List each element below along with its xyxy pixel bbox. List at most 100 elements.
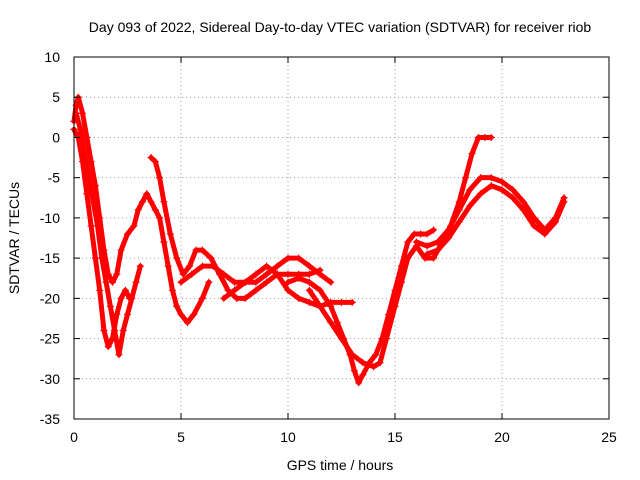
data-point: [209, 262, 217, 270]
data-point: [186, 262, 194, 270]
data-point: [284, 254, 292, 262]
data-point: [397, 278, 405, 286]
data-point: [487, 182, 495, 190]
data-point: [231, 286, 238, 294]
data-point: [263, 278, 271, 286]
data-point: [173, 302, 181, 310]
data-point: [83, 133, 91, 141]
data-point: [220, 294, 228, 302]
data-point: [541, 230, 549, 238]
data-point: [382, 335, 390, 343]
data-point: [164, 262, 172, 270]
data-point: [498, 178, 506, 186]
data-point: [284, 278, 292, 286]
data-point: [136, 262, 144, 270]
data-point: [350, 367, 358, 375]
data-point: [113, 310, 121, 318]
series-trace: [306, 134, 494, 370]
data-point: [487, 133, 495, 141]
data-point: [455, 218, 463, 226]
data-point: [474, 133, 482, 141]
data-point: [109, 278, 117, 286]
series-1: [70, 93, 213, 326]
series-10: [423, 182, 568, 258]
data-point: [530, 222, 538, 230]
data-point: [530, 214, 538, 222]
data-point: [124, 230, 131, 238]
data-point: [552, 218, 559, 226]
plot-frame: [73, 56, 610, 420]
x-tick-label: 10: [280, 429, 296, 445]
y-tick-label: 10: [44, 49, 60, 65]
data-point: [179, 270, 187, 278]
data-point: [143, 190, 151, 198]
data-point: [220, 270, 228, 278]
data-point: [87, 158, 95, 166]
data-point: [87, 222, 95, 230]
data-point: [231, 278, 238, 286]
x-tick-label: 15: [387, 429, 403, 445]
data-point: [421, 254, 429, 262]
y-tick-label: -30: [40, 371, 60, 387]
data-point: [295, 254, 303, 262]
data-point: [166, 230, 174, 238]
data-point: [509, 194, 517, 202]
data-point: [100, 327, 108, 335]
y-tick-label: -5: [48, 170, 61, 186]
data-point: [445, 226, 452, 234]
data-point: [359, 359, 367, 367]
data-point: [348, 298, 356, 306]
series-trace: [424, 183, 567, 257]
data-point: [434, 246, 442, 254]
data-point: [487, 174, 495, 182]
data-point: [104, 343, 112, 351]
data-point: [468, 150, 476, 158]
data-point: [96, 286, 104, 294]
data-point: [207, 254, 215, 262]
data-point: [466, 186, 474, 194]
data-point: [94, 222, 102, 230]
data-point: [121, 286, 129, 294]
data-point: [263, 270, 271, 278]
data-point: [477, 174, 485, 182]
data-point: [327, 278, 335, 286]
data-point: [284, 270, 292, 278]
data-point: [466, 202, 474, 210]
y-tick-label: 5: [52, 89, 60, 105]
x-tick-label: 0: [70, 429, 78, 445]
data-point: [305, 278, 313, 286]
data-point: [376, 359, 384, 367]
data-point: [284, 286, 292, 294]
data-point: [156, 174, 164, 182]
series-6: [220, 254, 335, 302]
grid: [74, 57, 609, 419]
data-point: [183, 318, 191, 326]
data-point: [509, 186, 517, 194]
data-point: [76, 125, 84, 133]
data-point: [519, 206, 527, 214]
data-point: [316, 270, 324, 278]
data-point: [404, 238, 412, 246]
data-point: [119, 327, 127, 335]
data-point: [205, 278, 213, 286]
x-axis-label: GPS time / hours: [287, 457, 394, 473]
data-point: [327, 302, 335, 310]
data-point: [151, 158, 159, 166]
series-trace: [71, 94, 212, 325]
data-point: [98, 254, 106, 262]
data-point: [168, 286, 176, 294]
data-point: [79, 109, 87, 117]
data-point: [160, 198, 168, 206]
y-tick-label: -20: [40, 290, 60, 306]
data-point: [370, 363, 378, 371]
y-tick-label: 0: [52, 129, 60, 145]
data-point: [348, 351, 356, 359]
data-point: [115, 351, 123, 359]
series-trace: [71, 126, 133, 350]
data-point: [151, 206, 159, 214]
data-point: [91, 254, 99, 262]
data-point: [316, 302, 324, 310]
data-point: [481, 133, 489, 141]
data-point: [338, 298, 345, 306]
data-point: [111, 327, 119, 335]
